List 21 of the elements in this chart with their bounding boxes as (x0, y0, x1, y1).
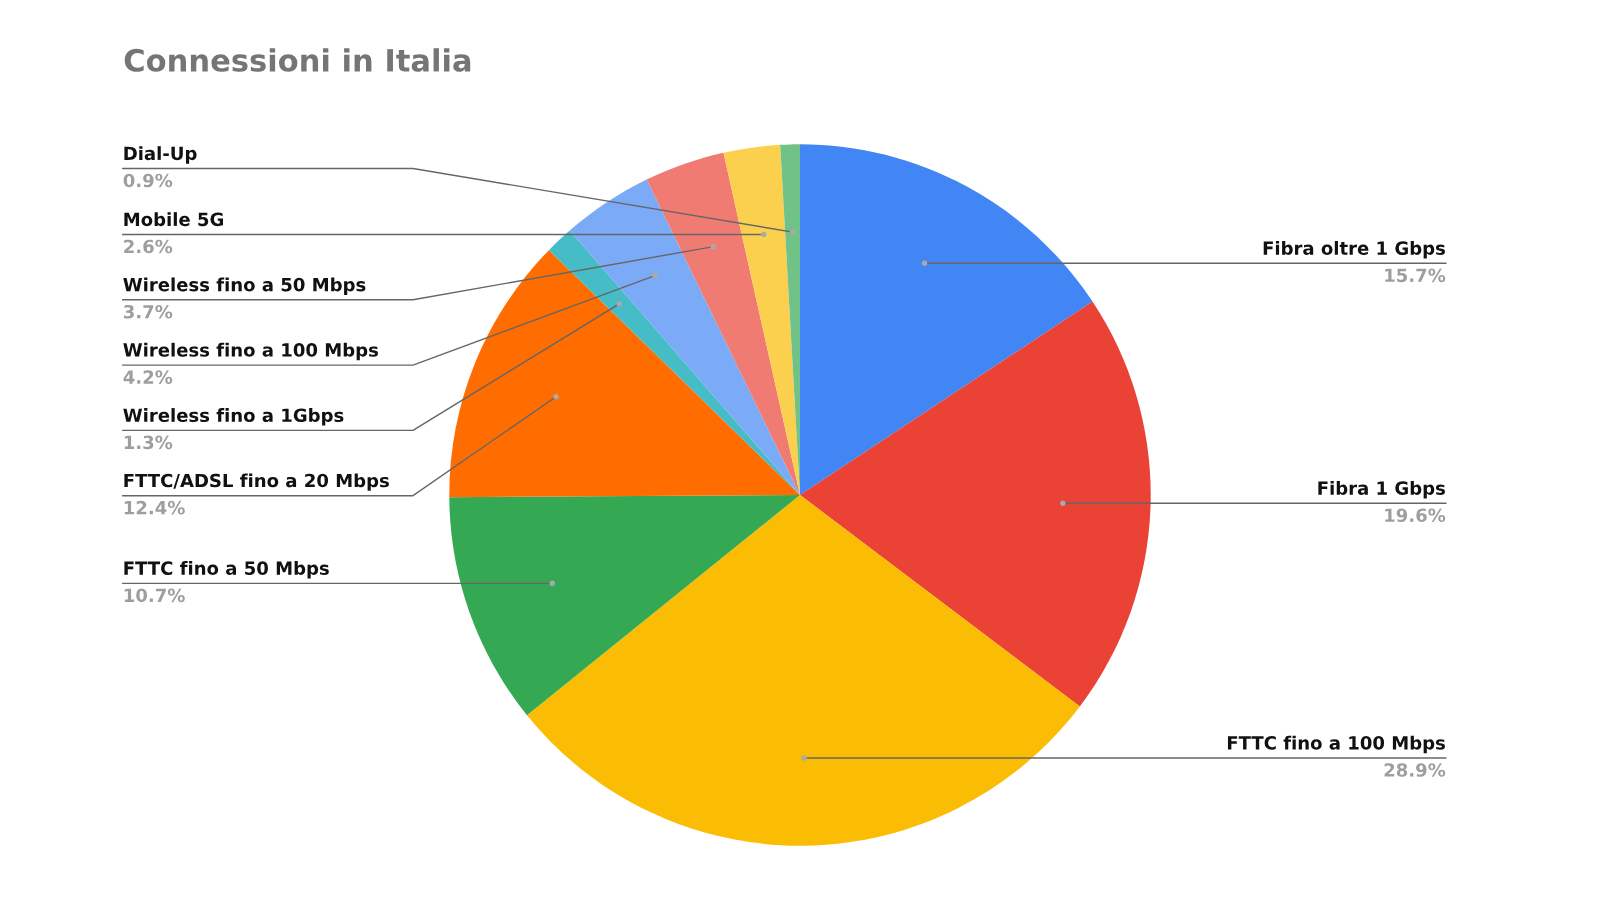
data-label: 3.7% (123, 304, 173, 319)
data-label: 1.3% (124, 435, 173, 450)
slice-label: Fibra 1 Gbps (1318, 480, 1445, 499)
data-label: 2.6% (124, 239, 173, 254)
slice-label: Wireless fino a 1Gbps (123, 408, 344, 426)
data-label: 12.4% (124, 500, 185, 515)
slice-label: Fibra oltre 1 Gbps (1263, 241, 1445, 259)
chart-title: Connessioni in Italia (124, 48, 471, 72)
data-label: 15.7% (1385, 268, 1446, 283)
slice-label: Wireless fino a 100 Mbps (123, 342, 378, 361)
slice-label: FTTC fino a 50 Mbps (124, 561, 329, 579)
data-label: 0.9% (123, 173, 173, 188)
data-label: 4.2% (123, 370, 173, 384)
slice-label: Dial-Up (124, 146, 197, 164)
data-label: 19.6% (1385, 508, 1446, 523)
slice-label: FTTC fino a 100 Mbps (1227, 735, 1445, 754)
data-label: 10.7% (124, 588, 185, 603)
slice-label: Wireless fino a 50 Mbps (123, 277, 366, 295)
data-label: 28.9% (1384, 763, 1446, 777)
slice-label: Mobile 5G (124, 212, 224, 227)
slice-label: FTTC/ADSL fino a 20 Mbps (124, 473, 389, 491)
